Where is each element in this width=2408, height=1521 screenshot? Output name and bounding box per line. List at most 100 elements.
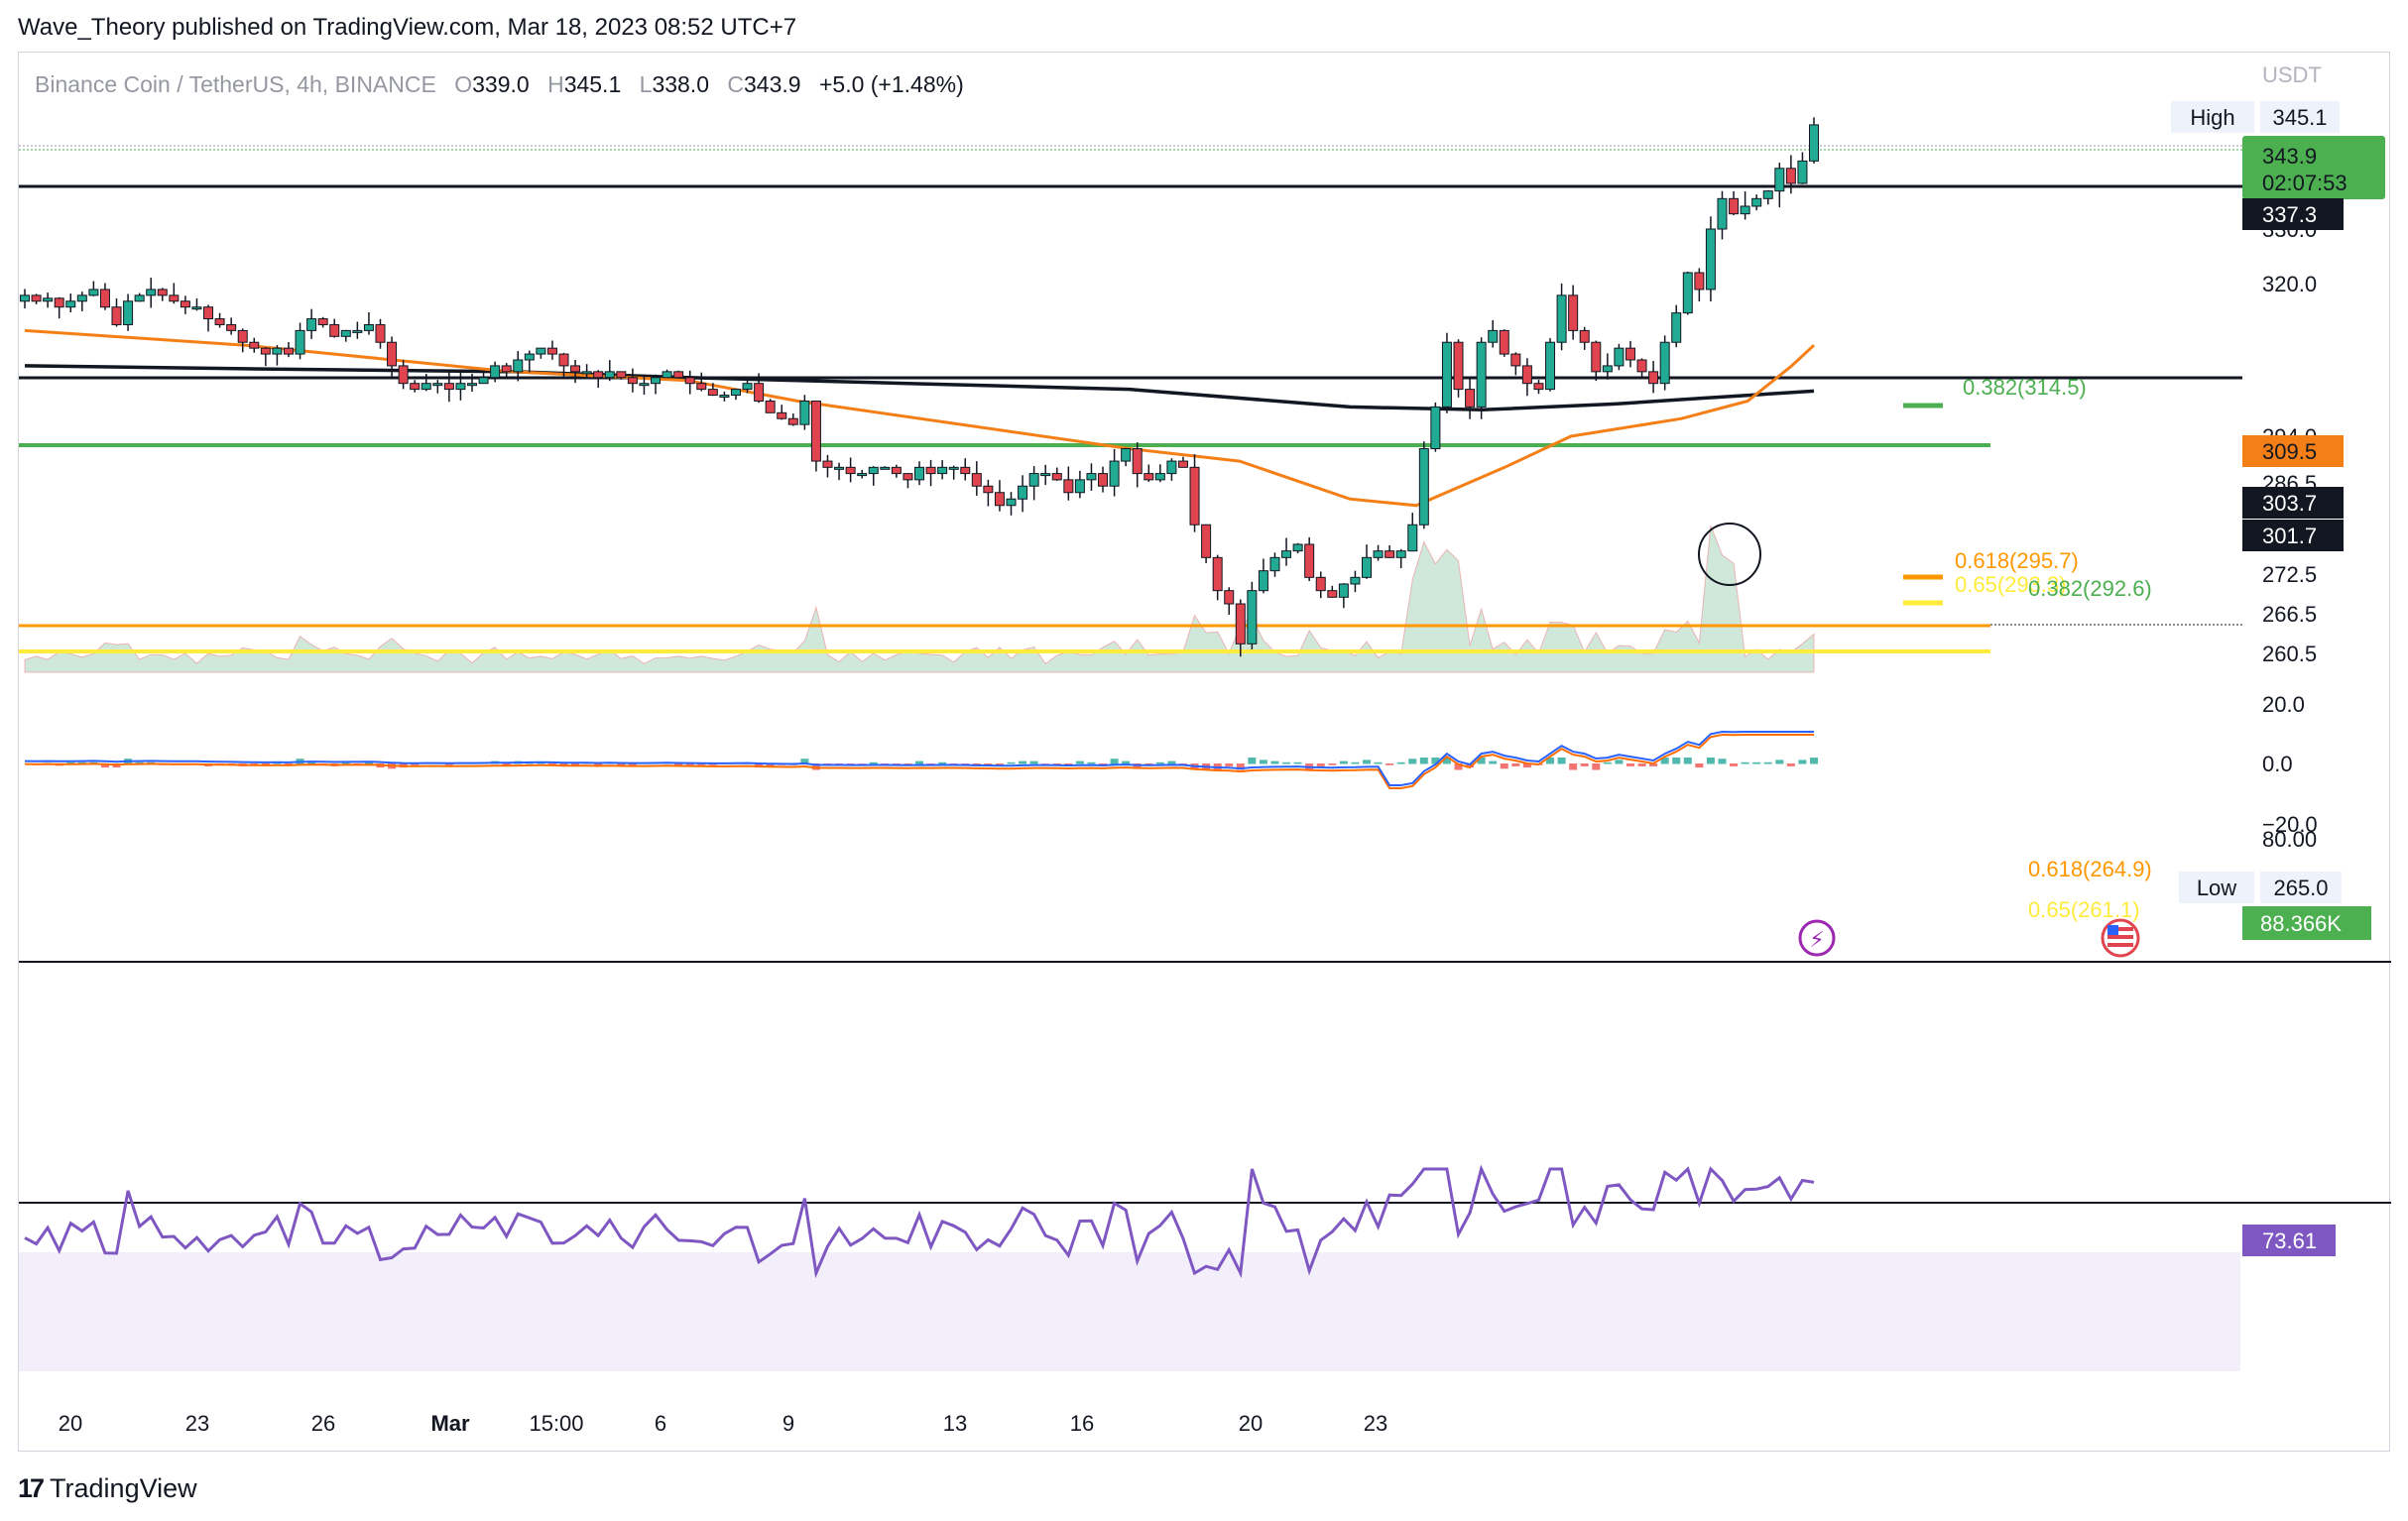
us-flag-event-icon[interactable] — [2101, 918, 2140, 958]
candle[interactable] — [123, 293, 134, 331]
candle[interactable] — [226, 317, 237, 335]
time-axis[interactable]: 20 23 26 Mar 15:00 6 9 13 16 20 23 — [59, 1411, 1387, 1436]
candle[interactable] — [1258, 558, 1268, 594]
candle[interactable] — [1533, 380, 1544, 395]
candle[interactable] — [787, 412, 798, 426]
candle[interactable] — [329, 318, 340, 338]
candle[interactable] — [249, 337, 260, 353]
candle[interactable] — [834, 462, 845, 481]
chart-frame[interactable]: 20.0 0.0 −20.0 80.0060.0040.00 0.382(314.5… — [18, 52, 2391, 1452]
candle[interactable] — [1729, 190, 1740, 216]
candle[interactable] — [455, 371, 466, 401]
candle[interactable] — [31, 293, 42, 304]
candle[interactable] — [627, 368, 638, 393]
candle[interactable] — [639, 375, 650, 396]
candle[interactable] — [810, 400, 821, 472]
lightning-event-icon[interactable]: ⚡ — [1798, 919, 1836, 957]
candle[interactable] — [1659, 335, 1670, 391]
macd-signal-line[interactable] — [24, 733, 1814, 789]
brand-footer[interactable]: 17 TradingView — [18, 1473, 197, 1504]
candle[interactable] — [1144, 464, 1154, 482]
candle[interactable] — [1315, 571, 1326, 599]
candle[interactable] — [971, 461, 982, 496]
candle[interactable] — [994, 480, 1005, 512]
candle[interactable] — [1292, 542, 1303, 554]
candle[interactable] — [822, 454, 833, 478]
candle[interactable] — [65, 293, 76, 313]
candle[interactable] — [1109, 448, 1120, 497]
candle[interactable] — [1568, 285, 1579, 340]
ema200-line[interactable] — [24, 364, 1815, 412]
candle[interactable] — [570, 359, 581, 384]
candle[interactable] — [1132, 442, 1143, 488]
candle[interactable] — [1028, 466, 1039, 501]
symbol-legend[interactable]: Binance Coin / TetherUS, 4h, BINANCE O33… — [35, 71, 964, 97]
candle[interactable] — [1579, 326, 1590, 350]
candle[interactable] — [375, 318, 386, 349]
candle[interactable] — [203, 304, 214, 332]
candle[interactable] — [317, 316, 328, 328]
candle[interactable] — [1395, 548, 1406, 569]
candle[interactable] — [1327, 585, 1338, 598]
candle[interactable] — [546, 340, 557, 360]
candle[interactable] — [1189, 454, 1200, 532]
candle[interactable] — [651, 374, 662, 395]
candle[interactable] — [1705, 216, 1716, 301]
candle[interactable] — [1269, 552, 1280, 577]
candle[interactable] — [283, 342, 294, 358]
candle[interactable] — [868, 466, 879, 486]
ema50-line[interactable] — [24, 328, 1816, 508]
candle[interactable] — [180, 295, 190, 314]
candle[interactable] — [1717, 190, 1728, 240]
candle[interactable] — [1385, 544, 1395, 558]
macd-line[interactable] — [24, 730, 1814, 786]
candle[interactable] — [1694, 268, 1705, 301]
candle[interactable] — [1740, 190, 1750, 220]
candle[interactable] — [295, 322, 305, 360]
candle[interactable] — [410, 380, 421, 393]
candle[interactable] — [1235, 599, 1246, 657]
candle[interactable] — [1648, 361, 1659, 394]
candle[interactable] — [742, 380, 753, 394]
candle[interactable] — [1224, 587, 1235, 615]
candle[interactable] — [432, 380, 443, 394]
candle[interactable] — [1545, 338, 1556, 392]
candle[interactable] — [443, 372, 454, 403]
candle[interactable] — [1682, 271, 1693, 315]
candle[interactable] — [157, 288, 168, 301]
candle[interactable] — [1430, 402, 1441, 452]
candle[interactable] — [340, 329, 351, 342]
candle[interactable] — [593, 370, 604, 389]
candle[interactable] — [1418, 441, 1429, 529]
candle[interactable] — [88, 281, 99, 296]
candle[interactable] — [937, 460, 948, 480]
candle[interactable] — [1212, 554, 1223, 601]
candle[interactable] — [857, 469, 868, 479]
candle[interactable] — [237, 328, 248, 353]
candle[interactable] — [662, 369, 672, 379]
candle[interactable] — [1373, 544, 1384, 561]
candle[interactable] — [1407, 513, 1418, 552]
candle[interactable] — [604, 360, 615, 382]
candle[interactable] — [948, 465, 959, 480]
candle[interactable] — [214, 312, 225, 328]
candle[interactable] — [1625, 340, 1635, 368]
candle[interactable] — [1510, 352, 1521, 376]
candle[interactable] — [1177, 456, 1188, 468]
candle[interactable] — [914, 461, 924, 486]
candle[interactable] — [1636, 358, 1647, 377]
candle[interactable] — [1591, 340, 1602, 382]
candle[interactable] — [1018, 475, 1028, 513]
candle[interactable] — [880, 466, 891, 470]
candle[interactable] — [1751, 194, 1762, 211]
candle[interactable] — [272, 345, 283, 366]
candle[interactable] — [1774, 163, 1785, 208]
candle[interactable] — [1098, 466, 1109, 493]
candle[interactable] — [398, 360, 409, 390]
candle[interactable] — [730, 388, 741, 401]
candle[interactable] — [1121, 447, 1132, 467]
candle[interactable] — [960, 458, 971, 481]
candle[interactable] — [1074, 470, 1085, 499]
candle[interactable] — [754, 373, 765, 404]
candle[interactable] — [1476, 337, 1487, 419]
